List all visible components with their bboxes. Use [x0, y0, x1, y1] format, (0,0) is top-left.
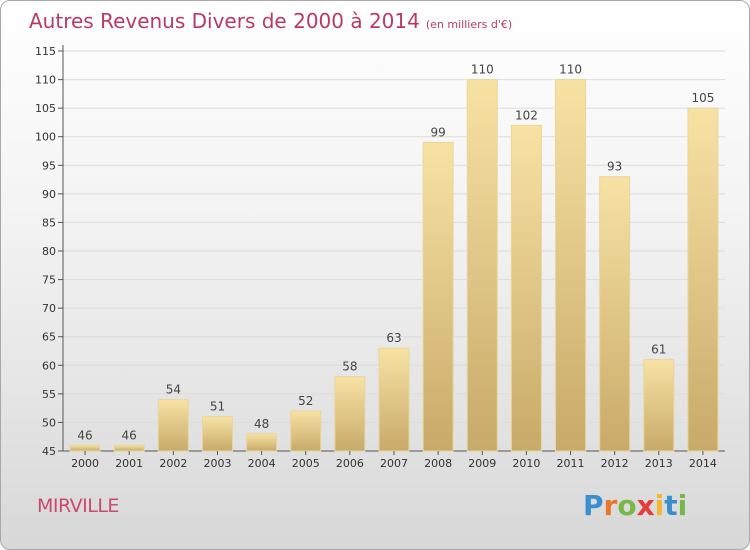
y-tick-label: 110: [35, 74, 56, 87]
y-tick-label: 105: [35, 102, 56, 115]
bar-2006: [334, 376, 366, 452]
y-tick-label: 115: [35, 45, 56, 58]
y-tick-label: 55: [42, 388, 56, 401]
x-tick-label-2014: 2014: [689, 457, 717, 470]
y-tick-label: 65: [42, 331, 56, 344]
value-label-2011: 110: [559, 63, 582, 77]
x-tick-label-2008: 2008: [424, 457, 452, 470]
value-label-2005: 52: [298, 394, 313, 408]
x-tick-label-2006: 2006: [336, 457, 364, 470]
x-tick-labels: 2000 2001 2002 2003 2004 2005 2006 2007 2008 2009…: [71, 451, 717, 470]
bar-2001: [113, 444, 145, 452]
y-tick-label: 85: [42, 216, 56, 229]
x-tick-label-2001: 2001: [115, 457, 143, 470]
logo-letter: P: [583, 489, 604, 522]
bar-2004: [246, 433, 278, 452]
y-tick-label: 60: [42, 359, 56, 372]
bar-2008: [422, 141, 454, 452]
proxiti-logo: Proxiti: [583, 489, 687, 522]
x-tick-label-2011: 2011: [557, 457, 585, 470]
y-tick-label: 95: [42, 159, 56, 172]
bar-2009: [466, 79, 498, 452]
y-tick-label: 100: [35, 131, 56, 144]
y-tick-label: 80: [42, 245, 56, 258]
value-label-2007: 63: [386, 331, 401, 345]
x-tick-label-2010: 2010: [512, 457, 540, 470]
value-label-2013: 61: [651, 343, 666, 357]
bar-2005: [290, 410, 322, 452]
y-tick-label: 70: [42, 302, 56, 315]
chart-title-text: Autres Revenus Divers de 2000 à 2014: [29, 9, 420, 33]
bar-2002: [157, 399, 189, 452]
x-tick-label-2007: 2007: [380, 457, 408, 470]
bar-2007: [378, 347, 410, 452]
logo-letter: x: [636, 489, 655, 522]
value-label-2003: 51: [210, 400, 225, 414]
value-label-2010: 102: [515, 108, 538, 122]
x-tick-label-2004: 2004: [248, 457, 276, 470]
y-tick-label: 90: [42, 188, 56, 201]
value-label-2008: 99: [430, 125, 445, 139]
bar-2011: [555, 79, 587, 452]
value-label-2001: 46: [122, 428, 137, 442]
bar-2013: [643, 359, 675, 452]
x-tick-label-2003: 2003: [203, 457, 231, 470]
logo-letter: r: [603, 489, 618, 522]
y-tick-label: 75: [42, 274, 56, 287]
value-label-2012: 93: [607, 160, 622, 174]
y-tick-label: 45: [42, 445, 56, 458]
x-tick-label-2009: 2009: [468, 457, 496, 470]
x-tick-label-2012: 2012: [601, 457, 629, 470]
bar-2012: [599, 176, 631, 452]
value-labels: 46 46 54 51 48 52 58 63 99 110 102 110 93 61 105: [77, 63, 714, 443]
y-tick-labels: 45 50 55 60 65 70 75 80 85 90 95 100 105 110 115: [35, 45, 63, 458]
x-tick-label-2002: 2002: [159, 457, 187, 470]
bar-2003: [201, 416, 233, 452]
bars: [69, 79, 719, 452]
value-label-2000: 46: [77, 428, 92, 442]
logo-letter: i: [654, 489, 665, 522]
y-tick-label: 50: [42, 416, 56, 429]
value-label-2004: 48: [254, 417, 269, 431]
bar-2010: [510, 124, 542, 452]
chart-subtitle: (en milliers d'€): [425, 18, 513, 31]
logo-letter: o: [617, 489, 637, 522]
bar-2014: [687, 107, 719, 452]
x-tick-label-2000: 2000: [71, 457, 99, 470]
value-label-2009: 110: [471, 63, 494, 77]
city-name: MIRVILLE: [37, 495, 119, 517]
value-label-2014: 105: [691, 91, 714, 105]
value-label-2002: 54: [166, 383, 181, 397]
logo-letter: t: [664, 489, 678, 522]
bar-2000: [69, 444, 101, 452]
value-label-2006: 58: [342, 360, 357, 374]
x-tick-label-2005: 2005: [292, 457, 320, 470]
chart-title: Autres Revenus Divers de 2000 à 2014 (en …: [29, 9, 512, 33]
logo-letter: i: [677, 489, 688, 522]
x-tick-label-2013: 2013: [645, 457, 673, 470]
